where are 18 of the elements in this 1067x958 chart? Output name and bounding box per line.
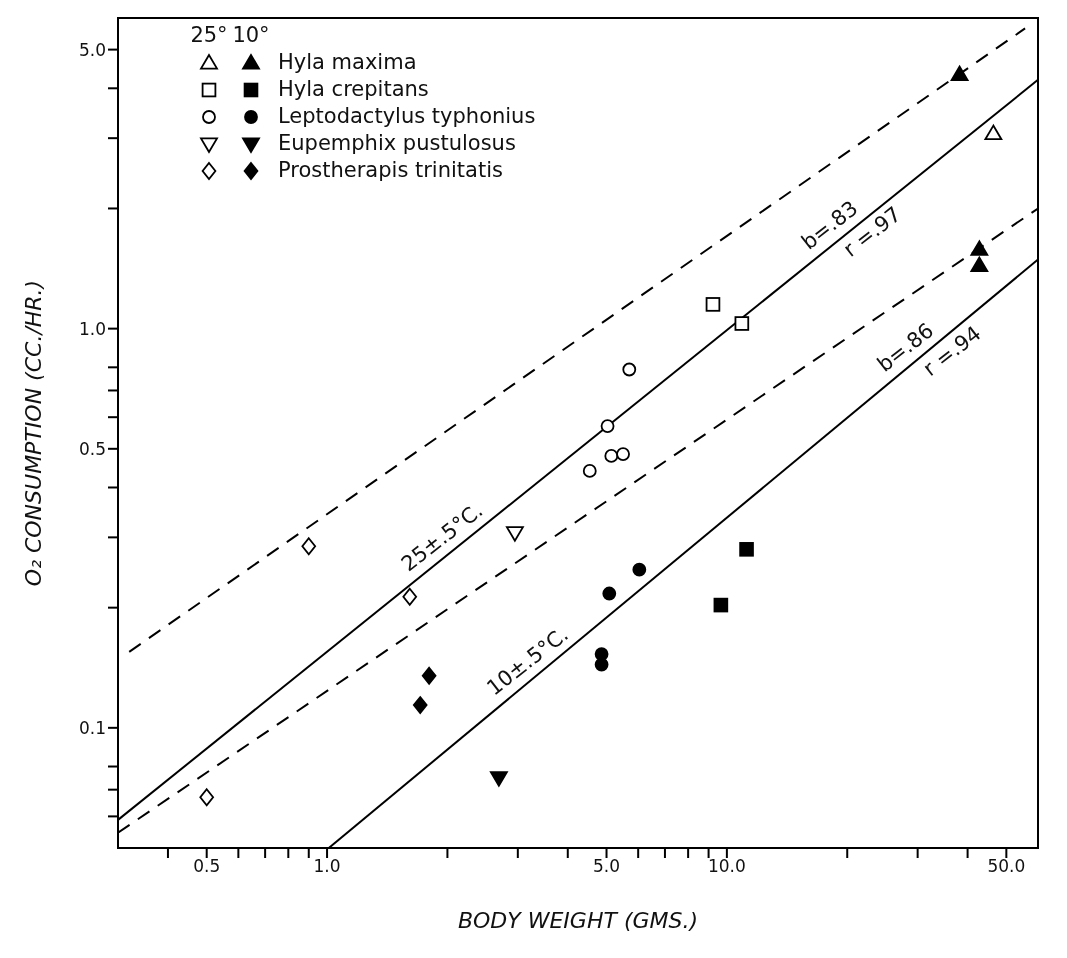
x-tick-label: 50.0 bbox=[987, 856, 1026, 877]
y-tick-label: 0.1 bbox=[78, 717, 106, 738]
legend-label: Hyla maxima bbox=[278, 49, 417, 76]
legend-label: Hyla crepitans bbox=[278, 76, 429, 103]
x-axis-title: BODY WEIGHT (GMS.) bbox=[457, 908, 699, 933]
legend-label: Prostherapis trinitatis bbox=[278, 157, 503, 184]
legend-label: Eupemphix pustulosus bbox=[278, 130, 516, 157]
legend-label: Leptodactylus typhonius bbox=[278, 103, 536, 130]
annotation: 25° bbox=[190, 23, 228, 47]
y-tick-label: 1.0 bbox=[78, 318, 106, 339]
annotation: 10° bbox=[232, 23, 270, 47]
y-tick-label: 0.5 bbox=[78, 438, 106, 459]
x-tick-label: 1.0 bbox=[313, 856, 341, 877]
y-tick-label: 5.0 bbox=[78, 39, 106, 60]
y-axis-title: O₂ CONSUMPTION (CC./HR.) bbox=[20, 279, 46, 587]
x-tick-label: 10.0 bbox=[707, 856, 746, 877]
x-tick-label: 5.0 bbox=[593, 856, 621, 877]
x-tick-label: 0.5 bbox=[193, 856, 221, 877]
